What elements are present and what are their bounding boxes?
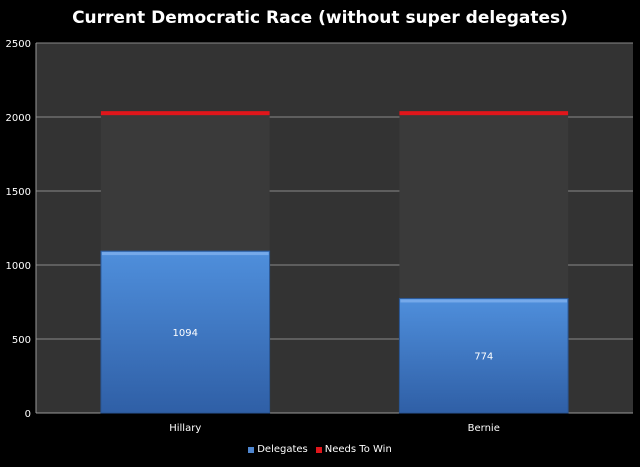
data-label-hillary: 1094 [173,328,198,339]
needs-to-win-marker-hillary [100,111,270,116]
y-tick-label: 2000 [6,113,31,124]
y-tick-label: 0 [25,409,31,420]
legend-swatch [315,446,322,453]
legend-item: Delegates [248,444,308,455]
legend-label: Delegates [257,444,308,455]
x-category-label: Hillary [169,423,201,434]
y-tick-label: 1500 [6,187,31,198]
legend-item: Needs To Win [315,444,392,455]
needs-to-win-marker-bernie [399,111,569,116]
legend: Delegates Needs To Win [0,444,640,456]
bar-highlight [101,252,269,256]
y-tick-label: 1000 [6,261,31,272]
data-label-bernie: 774 [474,352,493,363]
bar-delegates-hillary [100,250,271,414]
legend-swatch [248,446,255,453]
y-tick-label: 500 [12,335,31,346]
bar-highlight [400,299,568,303]
x-category-label: Bernie [468,423,500,434]
legend-label: Needs To Win [324,444,392,455]
y-tick-label: 2500 [6,39,31,50]
bar-delegates-bernie [398,297,569,414]
chart-title: Current Democratic Race (without super d… [72,8,568,28]
